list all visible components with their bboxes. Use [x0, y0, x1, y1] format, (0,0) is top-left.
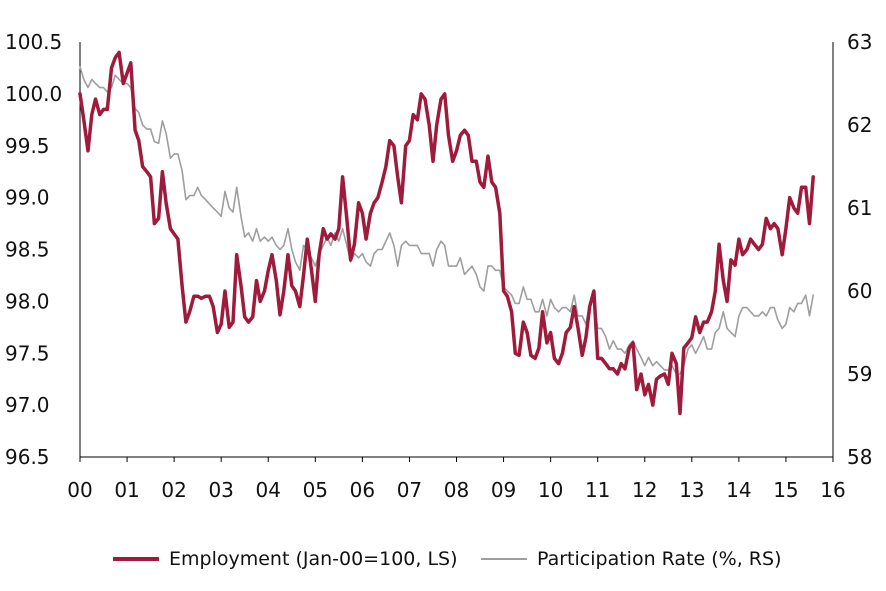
chart-canvas: 96.5 97.0 97.5 98.0 98.5 99.0 99.5 100.0 100.5 58… — [5, 30, 872, 502]
y-left-tick-label: 99.5 — [5, 134, 50, 158]
y-right-tick-label: 60 — [847, 279, 872, 303]
legend-swatch-employment — [113, 557, 159, 561]
x-tick-label: 15 — [773, 478, 798, 502]
y-right-tick-label: 62 — [847, 113, 872, 137]
x-tick-label: 03 — [208, 478, 233, 502]
x-tick-label: 12 — [632, 478, 657, 502]
y-left-tick-label: 99.0 — [5, 186, 50, 210]
tick-labels: 96.5 97.0 97.5 98.0 98.5 99.0 99.5 100.0 100.5 58… — [5, 30, 872, 502]
x-tick-label: 09 — [491, 478, 516, 502]
x-tick-label: 06 — [350, 478, 375, 502]
y-right-tick-label: 63 — [847, 30, 872, 54]
x-tick-label: 02 — [161, 478, 186, 502]
series-line-employment — [78, 50, 815, 416]
legend-swatch-participation — [481, 558, 527, 560]
legend-label-employment: Employment (Jan-00=100, LS) — [169, 548, 458, 570]
y-right-tick-label: 58 — [847, 445, 872, 469]
axes — [79, 42, 834, 462]
x-tick-label: 11 — [585, 478, 610, 502]
x-tick-label: 00 — [67, 478, 92, 502]
x-tick-label: 01 — [114, 478, 139, 502]
y-left-tick-label: 98.0 — [5, 289, 50, 313]
y-left-tick-label: 97.5 — [5, 341, 50, 365]
x-tick-label: 14 — [726, 478, 751, 502]
series-lines — [78, 50, 815, 416]
y-right-tick-label: 61 — [847, 196, 872, 220]
y-left-tick-label: 97.0 — [5, 393, 50, 417]
series-line-participation — [79, 66, 814, 375]
y-right-tick-label: 59 — [847, 362, 872, 386]
legend: Employment (Jan-00=100, LS) Participatio… — [0, 544, 886, 574]
x-tick-label: 10 — [538, 478, 563, 502]
y-left-tick-label: 98.5 — [5, 238, 50, 262]
x-tick-label: 07 — [397, 478, 422, 502]
y-left-tick-label: 100.0 — [5, 82, 62, 106]
y-left-tick-label: 96.5 — [5, 445, 50, 469]
y-left-tick-label: 100.5 — [5, 30, 62, 54]
legend-label-participation: Participation Rate (%, RS) — [537, 548, 782, 570]
x-tick-label: 05 — [303, 478, 328, 502]
x-tick-label: 16 — [820, 478, 845, 502]
x-tick-label: 08 — [444, 478, 469, 502]
x-tick-label: 13 — [679, 478, 704, 502]
x-tick-label: 04 — [256, 478, 281, 502]
legend-item-employment: Employment (Jan-00=100, LS) — [113, 544, 458, 574]
legend-item-participation: Participation Rate (%, RS) — [481, 544, 781, 574]
